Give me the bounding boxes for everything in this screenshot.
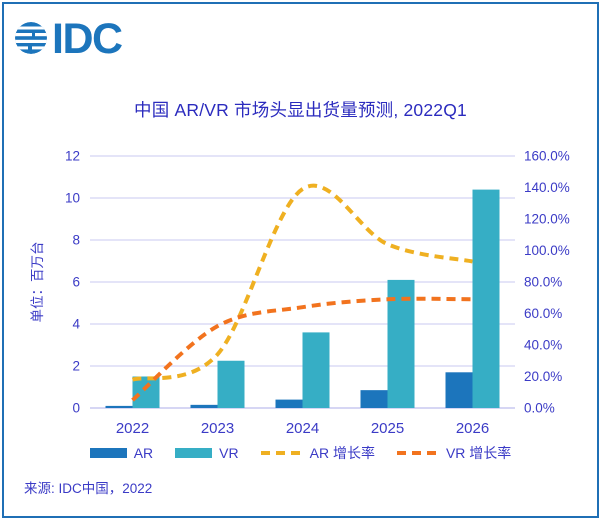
bar-ar-2023: [190, 404, 218, 408]
legend-label-ar: AR: [133, 445, 154, 461]
chart-title: 中国 AR/VR 市场头显出货量预测, 2022Q1: [134, 100, 467, 120]
y-right-tick-label: 160.0%: [524, 149, 570, 164]
bar-ar-2022: [105, 405, 133, 408]
legend-label-vr-growth: VR 增长率: [445, 445, 512, 461]
idc-globe-icon: [15, 22, 47, 54]
bar-vr-2026: [472, 189, 500, 408]
y-right-tick-label: 60.0%: [524, 306, 562, 321]
y-left-tick-label: 0: [72, 401, 80, 416]
y-axis-title: 单位：百万台: [30, 241, 45, 323]
bar-vr-2025: [387, 279, 415, 408]
legend-swatch-ar-growth: [260, 450, 303, 456]
bar-vr-2024: [302, 332, 330, 408]
legend-item-vr: VR: [175, 445, 239, 461]
y-right-tick-label: 140.0%: [524, 180, 570, 195]
bar-vr-2022: [132, 376, 160, 408]
y-left-tick-label: 4: [72, 317, 80, 332]
chart-legend: AR VR AR 增长率 VR 增长率: [0, 443, 601, 463]
x-axis-label: 2026: [456, 420, 489, 437]
legend-swatch-ar: [89, 448, 127, 458]
forecast-chart: 0246810120.0%20.0%40.0%60.0%80.0%100.0%1…: [65, 149, 570, 438]
idc-logo: IDC: [15, 15, 124, 62]
y-left-tick-label: 2: [72, 359, 80, 374]
ar-growth-line: [131, 183, 473, 382]
y-right-tick-label: 80.0%: [524, 275, 562, 290]
legend-swatch-vr-growth: [396, 450, 439, 456]
x-axis-label: 2023: [201, 420, 234, 437]
x-axis-label: 2022: [116, 420, 149, 437]
y-right-tick-label: 0.0%: [524, 401, 555, 416]
bar-vr-2023: [217, 360, 245, 408]
legend-label-vr: VR: [219, 445, 239, 461]
legend-item-vr-growth: VR 增长率: [396, 443, 512, 463]
y-left-tick-label: 10: [65, 191, 80, 206]
vr-growth-line: [131, 296, 473, 402]
legend-swatch-vr: [175, 448, 213, 458]
y-left-tick-label: 12: [65, 149, 80, 164]
x-axis-label: 2024: [286, 420, 319, 437]
y-left-tick-label: 8: [72, 233, 80, 248]
y-right-tick-label: 120.0%: [524, 212, 570, 227]
bar-ar-2026: [445, 372, 473, 408]
y-left-tick-label: 6: [72, 275, 80, 290]
bar-ar-2024: [275, 399, 303, 408]
y-right-tick-label: 40.0%: [524, 338, 562, 353]
legend-label-ar-growth: AR 增长率: [309, 445, 375, 461]
legend-item-ar-growth: AR 增长率: [260, 443, 375, 463]
y-right-tick-label: 100.0%: [524, 243, 570, 258]
legend-item-ar: AR: [89, 445, 154, 461]
x-axis-label: 2025: [371, 420, 404, 437]
source-note: 来源: IDC中国，2022: [24, 481, 153, 496]
y-right-tick-label: 20.0%: [524, 369, 562, 384]
bar-ar-2025: [360, 390, 388, 408]
idc-logo-text: IDC: [52, 15, 122, 62]
